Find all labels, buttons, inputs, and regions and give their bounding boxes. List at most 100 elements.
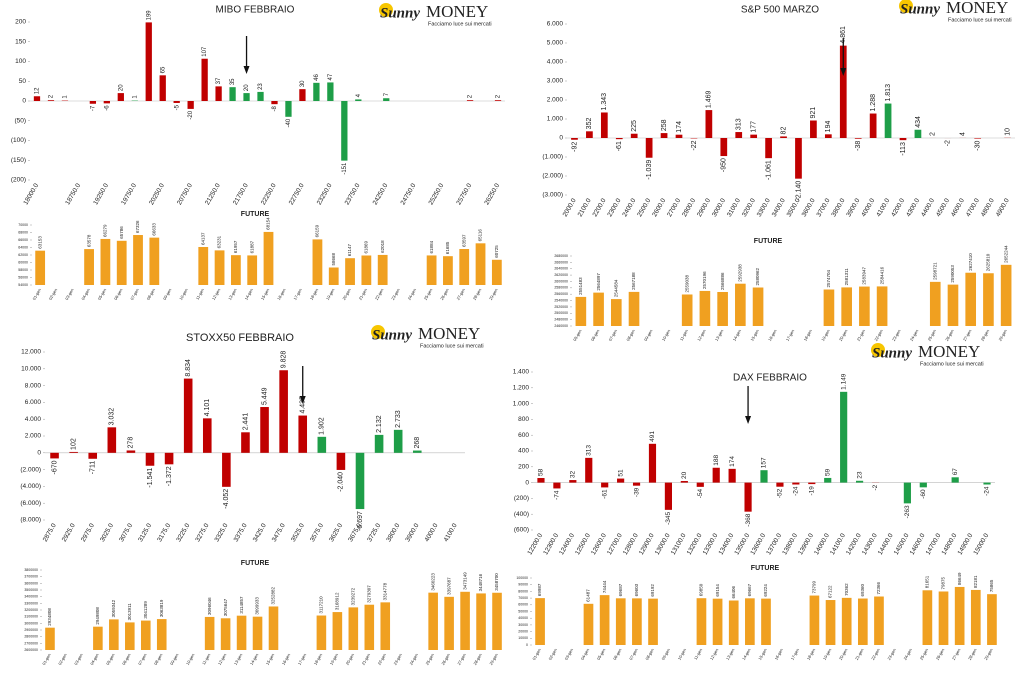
y-tick-label: 20000 [518, 630, 528, 634]
data-label: 68154 [266, 217, 271, 230]
bar [841, 287, 852, 326]
data-label: 75865 [989, 579, 994, 592]
bar [983, 273, 994, 326]
data-label: 65 [160, 66, 166, 73]
x-tick-label: 11-gen [693, 648, 703, 661]
x-tick-label: 23-gen [392, 653, 403, 666]
x-tick-label: 27-gen [455, 288, 466, 301]
bar [617, 478, 625, 483]
logo-brand: Sunny [872, 345, 912, 361]
data-label: 69603 [634, 583, 639, 596]
data-label: 79875 [941, 576, 946, 589]
data-label: 3448716 [478, 573, 483, 591]
x-tick-label: 25750.0 [455, 182, 473, 206]
bar [839, 45, 847, 138]
data-label: 225 [631, 120, 638, 132]
x-tick-label: 15-gen [749, 329, 760, 342]
y-tick-label: 2.000 [547, 97, 564, 104]
y-tick-label: (400) [514, 511, 529, 518]
bar [229, 87, 236, 101]
chart-title: DAX FEBBRAIO [733, 373, 807, 384]
bar [443, 256, 453, 285]
chart-title: FUTURE [241, 560, 270, 567]
x-tick-label: 22-gen [374, 288, 385, 301]
data-label: 69224 [763, 584, 768, 597]
data-label: 313 [585, 445, 592, 456]
bar [88, 452, 98, 459]
data-label: -368 [745, 513, 752, 526]
x-tick-label: 13-gen [725, 648, 736, 661]
bar [236, 615, 247, 650]
x-tick-label: 19-gen [329, 653, 340, 666]
y-tick-label: (8.000) [20, 517, 41, 524]
data-label: 74444 [602, 580, 607, 593]
data-label: 174 [676, 121, 683, 133]
x-tick-label: 17-gen [789, 648, 800, 661]
x-tick-label: 18-gen [309, 288, 320, 301]
x-tick-label: 18-gen [806, 648, 817, 661]
x-tick-label: 28-gen [980, 329, 991, 342]
bar [380, 602, 391, 650]
data-label: 61685 [445, 241, 450, 254]
bar [257, 91, 264, 101]
y-tick-label: (200) [11, 177, 26, 184]
x-tick-label: 02-gen [57, 653, 68, 666]
y-tick-label: 4.000 [25, 416, 42, 423]
y-tick-label: (600) [514, 527, 529, 534]
data-label: -38 [855, 141, 862, 151]
bar [760, 470, 768, 483]
y-tick-label: 3100000 [24, 615, 38, 619]
x-tick-label: 29-gen [997, 329, 1008, 342]
x-tick-label: 12-gen [709, 648, 720, 661]
data-label: 2949808 [95, 607, 100, 625]
x-tick-label: 10-gen [677, 648, 688, 661]
y-tick-label: (6.000) [20, 500, 41, 507]
x-tick-label: 08-gen [146, 288, 157, 301]
bar [899, 138, 907, 141]
y-tick-label: (2.000) [542, 173, 563, 180]
bar [795, 138, 802, 179]
data-label: 4.861 [840, 26, 847, 44]
y-tick-label: 2680000 [554, 254, 568, 258]
data-label: 2559038 [684, 274, 689, 292]
data-label: 2 [49, 94, 55, 98]
bar [696, 482, 704, 487]
data-label: 58 [538, 468, 545, 476]
bar [776, 482, 784, 487]
x-tick-label: 21-gen [854, 648, 865, 661]
x-tick-label: 04-gen [89, 653, 100, 666]
data-label: 2652244 [1003, 245, 1008, 263]
bar [243, 93, 250, 101]
bar [285, 101, 292, 117]
data-label: -24 [984, 486, 991, 496]
x-tick-label: 14-gen [249, 653, 260, 666]
y-tick-label: 64000 [18, 245, 28, 249]
y-tick-label: (200) [514, 495, 529, 502]
data-label: 3252882 [271, 586, 276, 604]
x-tick-label: 10-gen [661, 329, 672, 342]
data-label: 194 [825, 121, 832, 133]
data-label: 62018 [380, 240, 385, 253]
arrow-head [840, 68, 847, 76]
x-tick-label: 22-gen [870, 648, 881, 661]
data-label: 1 [132, 95, 138, 99]
data-label: 72366 [876, 582, 881, 595]
data-label: 2551483 [578, 277, 583, 295]
x-tick-label: 28-gen [472, 653, 483, 666]
x-tick-label: 01-gen [31, 288, 42, 301]
y-tick-label: 70000 [518, 596, 528, 600]
data-label: 9.828 [280, 351, 287, 369]
data-label: 177 [751, 121, 758, 133]
bar [712, 598, 723, 645]
data-label: -1.372 [166, 466, 173, 486]
data-label: 65786 [119, 226, 124, 239]
x-tick-label: 20-gen [838, 329, 849, 342]
data-label: 491 [649, 431, 656, 442]
x-tick-label: 27-gen [456, 653, 467, 666]
bar [466, 100, 474, 101]
data-label: -151 [342, 162, 348, 175]
x-tick-label: 06-gen [121, 653, 132, 666]
x-tick-label: 09-gen [643, 329, 654, 342]
data-label: 73799 [812, 581, 817, 594]
x-tick-label: 22-gen [873, 329, 884, 342]
